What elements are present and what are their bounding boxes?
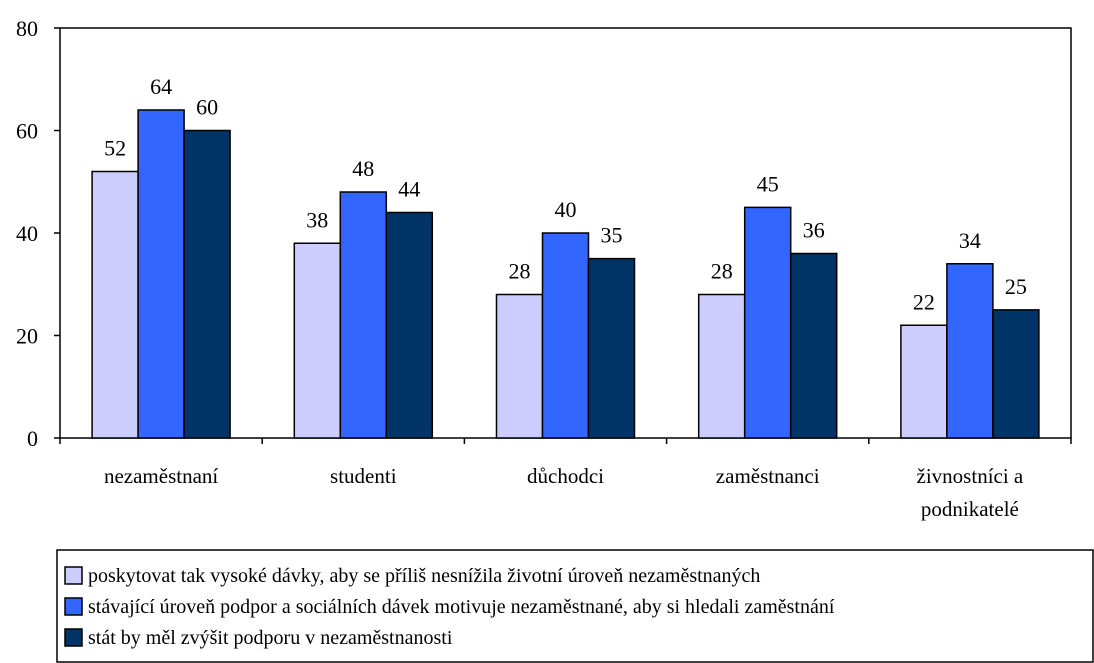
data-label: 22 [913,289,935,314]
y-tick-label: 80 [16,16,38,41]
category-label: studenti [330,464,397,488]
y-axis: 0 20 40 60 80 [16,16,1072,451]
bar [385,211,434,439]
data-label: 25 [1005,274,1027,299]
category-label: důchodci [527,464,604,488]
bar [743,206,792,439]
data-label: 35 [601,223,623,248]
bar [946,263,994,439]
category-label: zaměstnanci [716,464,820,488]
data-label: 28 [509,259,531,284]
legend-label: poskytovat tak vysoké dávky, aby se příl… [88,565,760,587]
legend-swatch [64,566,83,585]
legend-swatch [64,597,83,616]
bar [541,232,590,439]
category-label: podnikatelé [921,497,1019,521]
legend-label: stát by měl zvýšit podporu v nezaměstnan… [88,627,453,649]
legend-label: stávající úroveň podpor a sociálních dáv… [88,596,835,618]
bars [91,109,1040,439]
bar [91,170,139,439]
data-label: 44 [398,177,420,202]
bar [900,324,948,439]
data-label: 38 [306,207,328,232]
bar [495,293,544,439]
category-label: živnostníci a [917,464,1024,488]
category-label: nezaměstnaní [104,464,218,488]
y-tick-label: 40 [16,221,38,246]
bar [789,252,838,439]
data-label: 40 [555,197,577,222]
y-tick-label: 60 [16,119,38,144]
bar [697,293,746,439]
bar [183,129,231,439]
data-label: 45 [757,171,779,196]
data-label: 52 [104,136,126,161]
bar [137,109,185,439]
data-labels: 52 64 60 38 48 44 28 40 35 28 45 36 22 34 25 [104,74,1027,314]
y-tick-label: 0 [27,426,38,451]
bar [992,309,1040,439]
legend: poskytovat tak vysoké dávky, aby se příl… [56,549,1094,663]
data-label: 48 [352,156,374,181]
data-label: 64 [150,74,172,99]
legend-frame [56,549,1094,663]
data-label: 28 [711,259,733,284]
bar [587,257,636,439]
y-tick-label: 20 [16,324,38,349]
data-label: 34 [959,228,981,253]
bar [339,191,388,439]
data-label: 60 [196,95,218,120]
bar [293,242,342,439]
data-label: 36 [803,218,825,243]
x-axis-categories: nezaměstnaní studenti důchodci zaměstnanci ž… [104,464,1024,521]
legend-swatch [64,628,83,647]
